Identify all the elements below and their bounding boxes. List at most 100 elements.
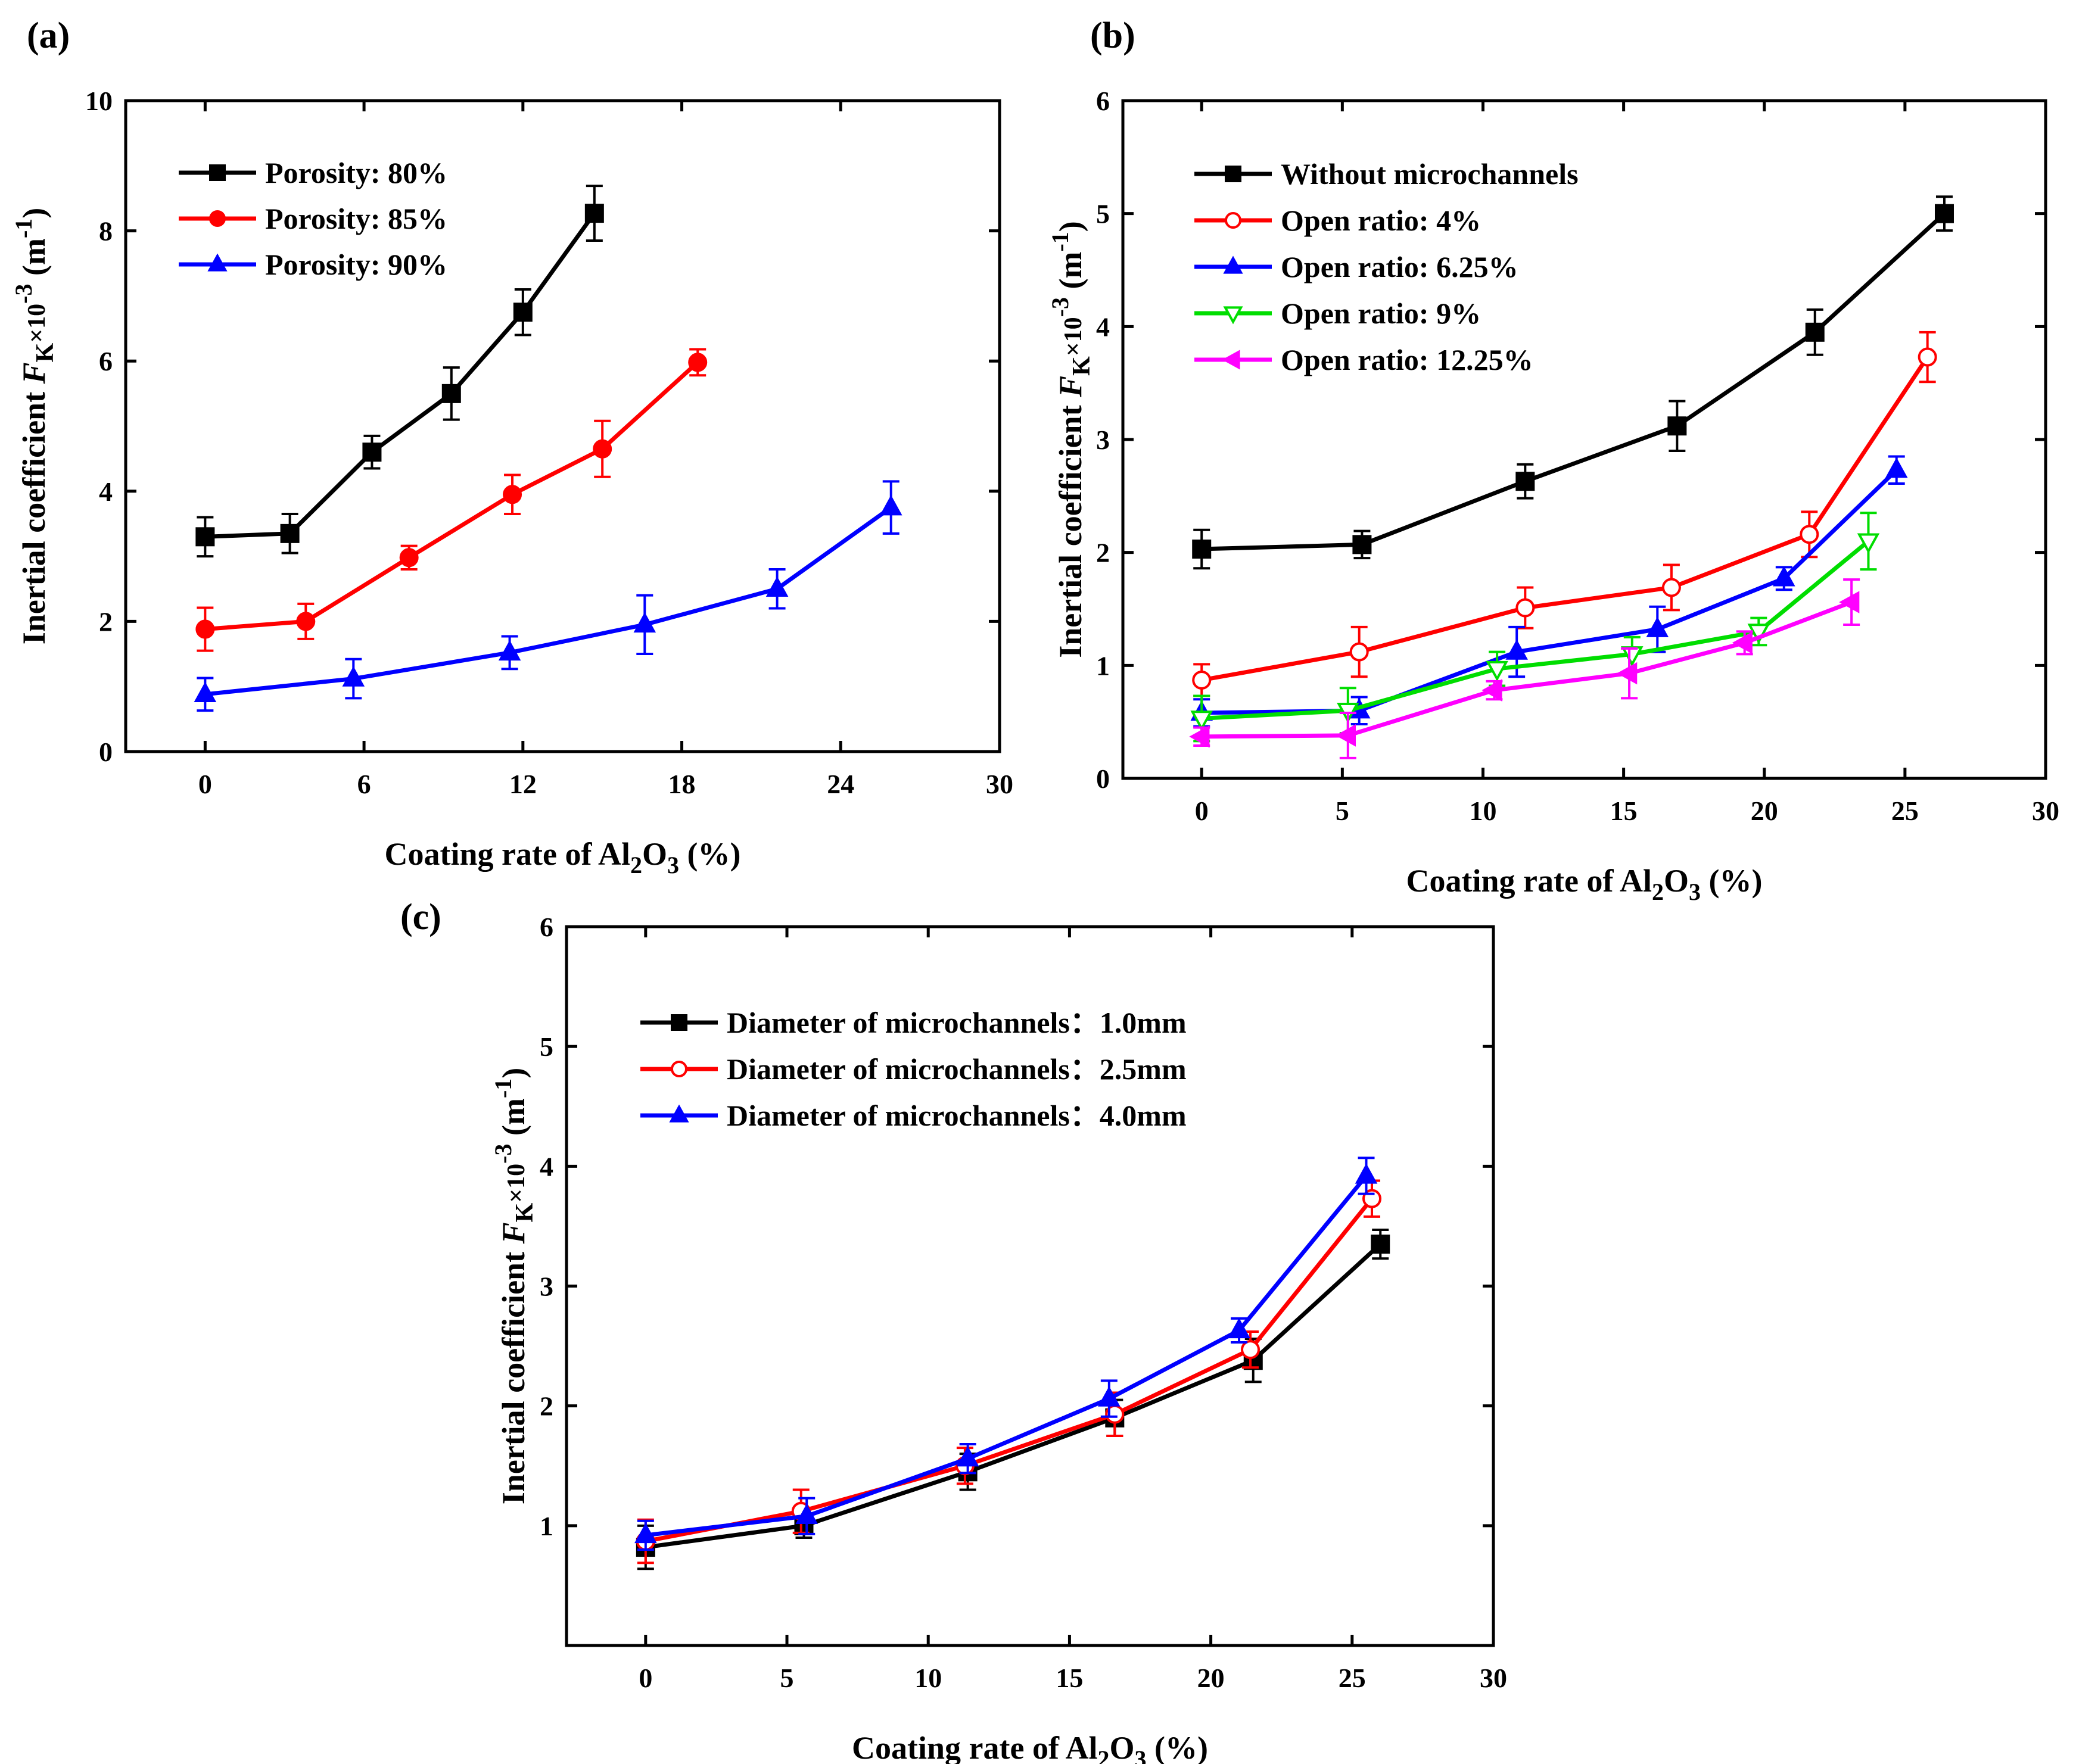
legend-label: Open ratio: 9% [1281, 297, 1481, 330]
y-tick-label: 5 [1096, 199, 1110, 229]
y-tick-label: 1 [540, 1511, 553, 1541]
series-line [1202, 539, 1870, 721]
label-part: ) [496, 1068, 531, 1079]
label-part: Inertial coefficient [496, 1243, 531, 1504]
panel-label: (b) [1090, 15, 1135, 56]
series-line [1202, 468, 1898, 715]
label-part: ) [1053, 221, 1088, 232]
x-tick-label: 0 [1195, 796, 1209, 826]
series-line [1201, 356, 1929, 682]
data-point [1335, 724, 1356, 747]
data-point [688, 353, 708, 372]
y-tick-label: 4 [1096, 311, 1110, 342]
data-point [1839, 591, 1860, 613]
legend-label: Open ratio: 12.25% [1281, 343, 1533, 376]
series-line [1202, 600, 1853, 739]
label-part: Inertial coefficient [1053, 397, 1088, 658]
y-tick-label: 1 [1096, 650, 1110, 681]
label-part: F [496, 1222, 531, 1244]
label-part: Inertial coefficient [16, 384, 52, 644]
data-point [1773, 566, 1795, 587]
data-point [342, 666, 365, 687]
x-tick-label: 5 [1336, 796, 1349, 826]
legend-item: Porosity: 85% [179, 202, 447, 235]
data-point [1617, 662, 1638, 685]
legend-item: Open ratio: 9% [1194, 297, 1481, 330]
legend-item: Diameter of microchannels：4.0mm [640, 1099, 1187, 1132]
legend-label: Open ratio: 6.25% [1281, 250, 1518, 283]
series-1 [1192, 331, 1937, 697]
data-point [1098, 1386, 1121, 1407]
series-line [1202, 212, 1946, 551]
data-point [1732, 631, 1753, 655]
data-point [296, 612, 316, 631]
label-part: Coating rate of Al [385, 836, 630, 872]
legend-item: Without microchannels [1194, 157, 1579, 191]
data-point [1223, 255, 1243, 274]
x-tick-label: 15 [1610, 796, 1638, 826]
data-point [593, 439, 612, 459]
data-point [765, 576, 789, 597]
data-point [1371, 1235, 1390, 1254]
series-0 [195, 185, 604, 558]
data-point [1192, 539, 1212, 559]
data-point [1515, 472, 1535, 491]
y-tick-label: 10 [85, 86, 113, 116]
data-point [1505, 639, 1528, 660]
series-line [645, 1174, 1368, 1538]
legend-label: Without microchannels [1281, 157, 1579, 191]
data-point [209, 164, 226, 181]
x-tick-label: 30 [2032, 796, 2059, 826]
data-point [1225, 166, 1241, 182]
data-point [1225, 212, 1241, 229]
data-point [1222, 350, 1240, 370]
data-point [1805, 322, 1825, 342]
data-point [503, 485, 522, 504]
series-line [205, 360, 699, 632]
data-point [671, 1014, 687, 1031]
label-part: -3 [10, 283, 37, 303]
data-point [1228, 1317, 1250, 1339]
label-part: ×10 [503, 1164, 530, 1203]
label-part: (%) [679, 836, 740, 872]
label-part: 2 [1097, 1746, 1109, 1764]
y-tick-label: 6 [1096, 86, 1110, 116]
y-tick-label: 4 [540, 1151, 553, 1182]
label-part: (m [496, 1098, 531, 1143]
label-part: O [1664, 863, 1689, 899]
data-point [1918, 347, 1937, 367]
data-point [1857, 533, 1880, 554]
legend-label: Open ratio: 4% [1281, 204, 1481, 237]
x-tick-label: 0 [198, 769, 212, 799]
data-point [1349, 642, 1369, 662]
legend-item: Open ratio: 12.25% [1194, 343, 1533, 376]
x-tick-label: 15 [1056, 1663, 1083, 1693]
label-part: Coating rate of Al [852, 1730, 1097, 1764]
legend-item: Porosity: 80% [179, 156, 447, 189]
data-point [795, 1503, 818, 1524]
label-part: -1 [490, 1079, 516, 1098]
x-axis-label: Coating rate of Al2O3 (%) [1406, 863, 1763, 905]
label-part: Coating rate of Al [1406, 863, 1652, 899]
data-point [362, 442, 382, 462]
data-point [498, 640, 521, 661]
data-point [1667, 416, 1687, 436]
data-point [399, 548, 419, 568]
data-point [1189, 725, 1210, 748]
data-point [1192, 670, 1212, 690]
x-tick-label: 30 [986, 769, 1013, 799]
y-tick-label: 3 [1096, 425, 1110, 455]
data-point [1661, 578, 1681, 597]
label-part: (m [1053, 252, 1088, 297]
label-part: (%) [1701, 863, 1762, 899]
plot-frame [124, 99, 1001, 753]
x-tick-label: 10 [914, 1663, 942, 1693]
series-2 [634, 1157, 1378, 1551]
legend-label: Diameter of microchannels：1.0mm [727, 1006, 1187, 1039]
series-0 [1192, 195, 1954, 570]
y-tick-label: 3 [540, 1271, 553, 1302]
x-tick-label: 25 [1339, 1663, 1366, 1693]
data-point [633, 612, 656, 633]
